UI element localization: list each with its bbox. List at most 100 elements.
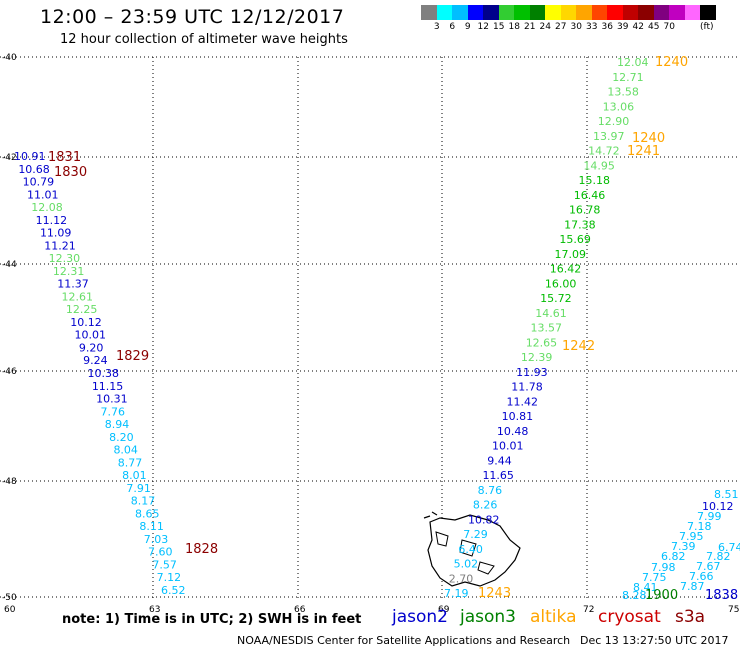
- legend-swatch: [545, 5, 561, 20]
- wave-height-value: 7.91: [126, 482, 151, 495]
- legend-swatch: [669, 5, 685, 20]
- legend-label: 12: [477, 22, 489, 32]
- legend-swatch: [452, 5, 468, 20]
- wave-height-value: 12.30: [49, 252, 81, 265]
- wave-height-value: 13.58: [607, 86, 639, 99]
- wave-height-value: 10.12: [702, 500, 734, 513]
- wave-height-value: 8.77: [118, 456, 143, 469]
- satellite-jason3: jason3: [460, 607, 516, 627]
- wave-height-value: 7.98: [651, 561, 676, 574]
- generated-timestamp: Dec 13 13:27:50 UTC 2017: [580, 634, 729, 647]
- wave-height-value: 12.31: [53, 265, 85, 278]
- wave-height-value: 9.44: [487, 454, 512, 467]
- wave-height-value: 11.21: [44, 239, 76, 252]
- wave-height-value: 11.65: [482, 469, 514, 482]
- wave-height-value: 7.87: [680, 580, 705, 593]
- pass-time-label: 1900: [645, 588, 678, 603]
- wave-height-value: 8.26: [473, 499, 498, 512]
- wave-height-value: 7.39: [671, 540, 696, 553]
- wave-height-value: 2.70: [449, 572, 474, 585]
- wave-height-value: 15.72: [540, 292, 572, 305]
- legend-swatch: [498, 5, 514, 20]
- pass-time-label: 1838: [705, 588, 738, 603]
- wave-height-value: 12.71: [612, 71, 644, 84]
- wave-height-value: 7.19: [444, 587, 469, 600]
- graticule: -40 -42 -44 -46 -48 -50 60 63 66 69 72 75: [0, 53, 740, 615]
- legend-label: 3: [433, 22, 440, 32]
- wave-height-value: 6.74: [718, 541, 740, 554]
- legend-label: 18: [508, 22, 520, 32]
- legend-label: 15: [493, 22, 505, 32]
- satellite-altika: altika: [530, 607, 577, 627]
- wave-height-value: 7.12: [157, 571, 182, 584]
- wave-height-value: 7.60: [148, 546, 173, 559]
- wave-height-value: 11.15: [92, 380, 124, 393]
- wave-height-value: 14.72: [588, 145, 620, 158]
- pass-time-label: 1240: [632, 131, 665, 146]
- wave-height-value: 15.69: [559, 233, 591, 246]
- wave-height-value: 13.06: [603, 100, 635, 113]
- legend-swatch: [436, 5, 452, 20]
- lon-label: 60: [4, 605, 16, 615]
- legend-label: 39: [617, 22, 629, 32]
- satellite-jason2: jason2: [392, 607, 448, 627]
- wave-height-value: 8.51: [714, 488, 739, 501]
- kerguelen-islands: [423, 511, 521, 587]
- wave-height-value: 13.57: [531, 322, 563, 335]
- wave-height-value: 10.82: [468, 513, 500, 526]
- lat-label: -50: [2, 593, 17, 603]
- legend-label: 30: [570, 22, 582, 32]
- wave-height-value: 12.25: [66, 303, 98, 316]
- wave-height-value: 12.08: [31, 201, 63, 214]
- legend-swatch: [514, 5, 530, 20]
- legend-unit: (ft): [700, 22, 714, 32]
- wave-height-value: 12.61: [62, 290, 94, 303]
- legend-label: 21: [524, 22, 536, 32]
- wave-height-value: 10.31: [96, 393, 128, 406]
- wave-height-value: 5.02: [454, 558, 479, 571]
- legend-label: 6: [449, 22, 456, 32]
- wave-height-value: 11.93: [516, 366, 548, 379]
- wave-height-value: 6.52: [161, 584, 186, 597]
- wave-height-value: 9.20: [79, 341, 104, 354]
- wave-height-value: 14.95: [583, 159, 615, 172]
- wave-height-value: 7.57: [152, 558, 177, 571]
- lon-label: 75: [728, 605, 739, 615]
- wave-height-value: 7.66: [689, 570, 714, 583]
- wave-height-value: 12.39: [521, 351, 553, 364]
- wave-height-value: 6.82: [661, 550, 686, 563]
- satellite-cryosat: cryosat: [598, 607, 661, 627]
- legend-swatch: [421, 5, 437, 20]
- wave-height-value: 12.04: [617, 56, 649, 69]
- wave-height-value: 11.12: [36, 214, 68, 227]
- wave-height-value: 10.48: [497, 425, 528, 438]
- wave-height-value: 7.99: [697, 510, 722, 523]
- wave-height-value: 10.12: [70, 316, 102, 329]
- legend-swatch: [467, 5, 483, 20]
- wave-height-value: 13.97: [593, 130, 625, 143]
- pass-time-label: 1828: [185, 542, 218, 557]
- legend-swatch: [607, 5, 623, 20]
- wave-height-value: 7.03: [144, 533, 169, 546]
- lon-label: 69: [438, 605, 450, 615]
- wave-height-value: 7.29: [463, 528, 488, 541]
- wave-height-value: 8.94: [105, 418, 130, 431]
- wave-height-value: 12.65: [526, 336, 558, 349]
- pass-time-label: 1831: [48, 150, 81, 165]
- lat-label: -40: [2, 53, 17, 63]
- pass-time-label: 1240: [655, 55, 688, 70]
- wave-height-value: 10.91: [14, 150, 46, 163]
- legend-label: 36: [601, 22, 613, 32]
- wave-height-value: 12.90: [598, 115, 630, 128]
- wave-height-value: 10.01: [492, 440, 524, 453]
- legend-swatch: [638, 5, 654, 20]
- legend-swatch: [700, 5, 716, 20]
- pass-time-label: 1241: [627, 144, 660, 159]
- wave-height-value: 11.01: [27, 188, 59, 201]
- wave-height-value: 8.41: [633, 581, 658, 594]
- lat-label: -42: [2, 153, 17, 163]
- wave-height-value: 11.78: [511, 381, 543, 394]
- lon-label: 66: [294, 605, 306, 615]
- wave-height-value: 7.82: [706, 550, 731, 563]
- legend-swatch: [529, 5, 545, 20]
